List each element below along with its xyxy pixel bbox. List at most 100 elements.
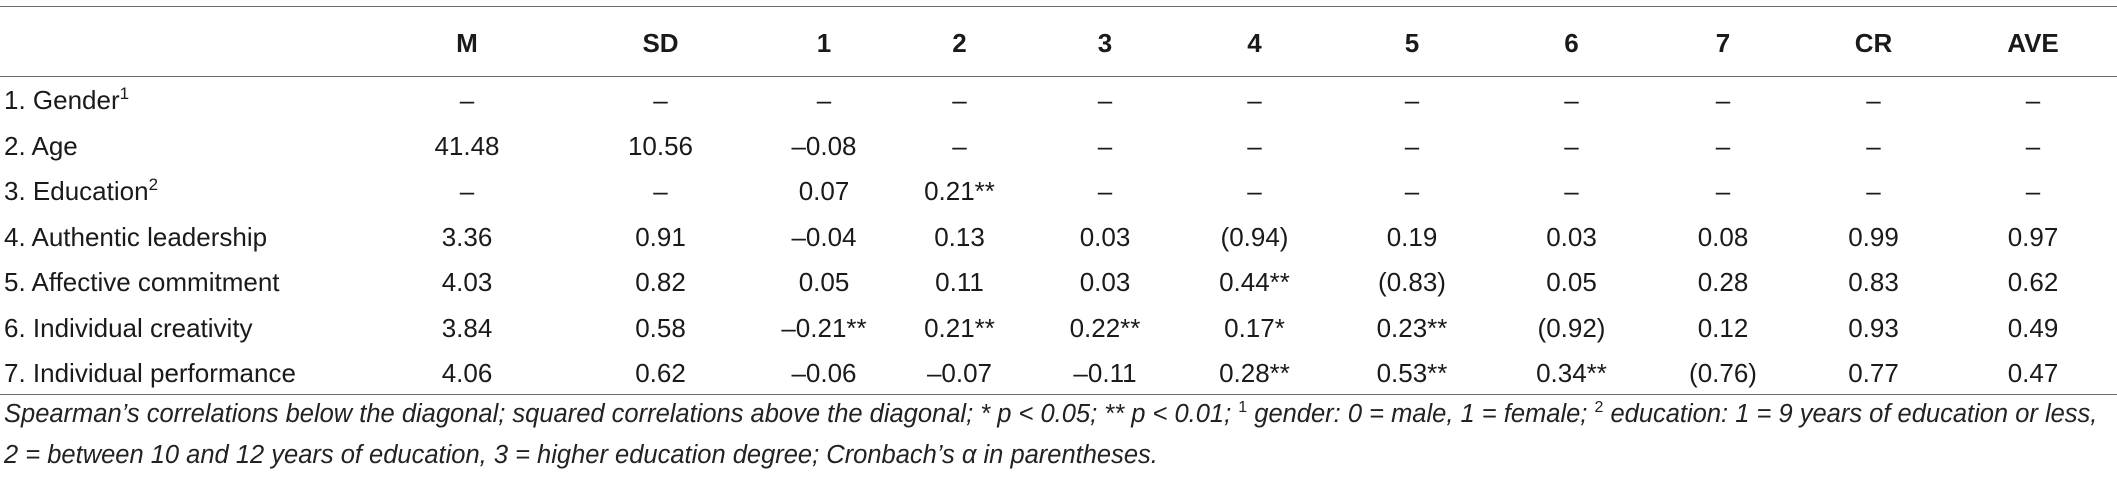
table-cell: 3.36 [441,221,493,252]
header-cell: 3 [1097,27,1113,58]
table-cell: 0.23** [1376,312,1448,343]
header-cell: 2 [952,27,967,58]
header-cell: SD [642,27,679,58]
table-cell: 0.58 [635,312,686,343]
footnote-sup1: 1 [1238,399,1248,416]
table-cell: – [459,176,475,207]
table-cell: – [1097,130,1113,161]
table-cell: 0.05 [798,267,850,298]
table-cell: – [459,85,475,116]
row-label: 4. Authentic leadership [0,215,372,261]
table-row: 3. Education2 – – 0.07 0.21** – – – – – – – [0,169,2117,215]
row-label-text: 5. Affective commitment [4,267,280,298]
table-cell: 0.21** [924,176,995,207]
footnote-part1: Spearman’s correlations below the diagon… [4,400,1239,428]
table-cell: – [1097,85,1113,116]
table-row: 6. Individual creativity 3.84 0.58 –0.21** 0… [0,306,2117,352]
table-cell: – [952,130,967,161]
table-cell: 0.83 [1848,267,1899,298]
table-cell: 0.03 [1079,267,1131,298]
table-cell: – [653,85,668,116]
table-cell: 0.62 [2007,267,2059,298]
table-cell: 0.17* [1224,312,1285,343]
table-cell: –0.11 [1073,358,1137,389]
table-cell: 0.28** [1219,358,1290,389]
table-cell: – [1247,85,1262,116]
table-cell: (0.92) [1537,312,1606,343]
header-rule [0,76,2117,77]
table-cell: (0.76) [1689,358,1757,389]
table-cell: 4.03 [441,267,493,298]
table-cell: 0.34** [1536,358,1607,389]
table-cell: – [1404,176,1420,207]
header-cell: CR [1854,27,1893,58]
table-cell: – [1404,85,1420,116]
table-cell: – [1247,130,1262,161]
header-cell: 4 [1247,27,1262,58]
header-cell: M [456,27,478,58]
table-cell: – [2025,176,2041,207]
row-label: 1. Gender1 [0,78,372,124]
header-row: M SD 1 2 3 4 5 6 7 CR AVE [0,8,2117,78]
row-label-text: 3. Education [4,176,149,207]
table-cell: 4.06 [441,358,493,389]
footnote-part2: gender: 0 = male, 1 = female; [1247,400,1595,428]
table-cell: 0.22** [1069,312,1141,343]
table-row: 5. Affective commitment 4.03 0.82 0.05 0.11 0… [0,260,2117,306]
table-cell: – [1564,130,1579,161]
table-cell: 0.05 [1546,267,1597,298]
table-cell: – [1564,176,1579,207]
table-cell: – [1866,130,1881,161]
table-cell: – [952,85,967,116]
table-cell: – [1866,176,1881,207]
table-cell: 0.13 [934,221,985,252]
table-cell: 0.44** [1219,267,1290,298]
table-cell: 0.08 [1697,221,1749,252]
table-cell: 0.03 [1546,221,1597,252]
table-body: 1. Gender1– – – – – – – – – – –2. Age 41.48 10.56 –0.… [0,78,2117,397]
table-cell: 0.49 [2007,312,2059,343]
row-label-text: 1. Gender [4,85,120,116]
table-cell: – [1715,85,1731,116]
row-label-text: 6. Individual creativity [4,312,253,343]
table-row: 7. Individual performance 4.06 0.62 –0.06 –0… [0,351,2117,397]
table-cell: – [1564,85,1579,116]
table-footnote: Spearman’s correlations below the diagon… [4,394,2109,476]
table-cell: 0.91 [635,221,686,252]
table-row: 2. Age 41.48 10.56 –0.08 – – – – – – – – [0,124,2117,170]
table-row: 1. Gender1 – – – – – – – – – – – [0,78,2117,124]
table-cell: 3.84 [441,312,493,343]
table-cell: –0.06 [791,358,857,389]
row-label: 2. Age [0,124,372,170]
table-cell: 0.53** [1376,358,1448,389]
table-cell: – [653,176,668,207]
header-cell: 7 [1715,27,1731,58]
table-cell: 0.82 [635,267,686,298]
row-label-text: 7. Individual performance [4,358,296,389]
header-cell: AVE [2007,27,2059,58]
row-label-footnote-mark: 2 [148,175,159,195]
table-cell: –0.21** [781,312,867,343]
footnote-part3: education: 1 = 9 years of education or l… [4,400,2098,469]
table-cell: –0.08 [791,130,857,161]
table-cell: 0.93 [1848,312,1899,343]
table-cell: (0.83) [1378,267,1446,298]
table-cell: 0.19 [1386,221,1438,252]
footnote-sup2: 2 [1594,399,1604,416]
row-label: 6. Individual creativity [0,306,372,352]
row-label-footnote-mark: 1 [119,84,130,104]
table-cell: 0.03 [1079,221,1131,252]
row-label: 7. Individual performance [0,351,372,397]
table-cell: – [1715,176,1731,207]
table-cell: 0.21** [924,312,995,343]
table-cell: 0.12 [1697,312,1749,343]
row-label: 3. Education2 [0,169,372,215]
table-cell: – [1097,176,1113,207]
table-cell: 0.07 [798,176,850,207]
top-rule [0,6,2117,7]
table-cell: –0.07 [926,358,993,389]
table-cell: 0.28 [1697,267,1749,298]
table-cell: (0.94) [1220,221,1289,252]
row-label-text: 2. Age [4,130,78,161]
